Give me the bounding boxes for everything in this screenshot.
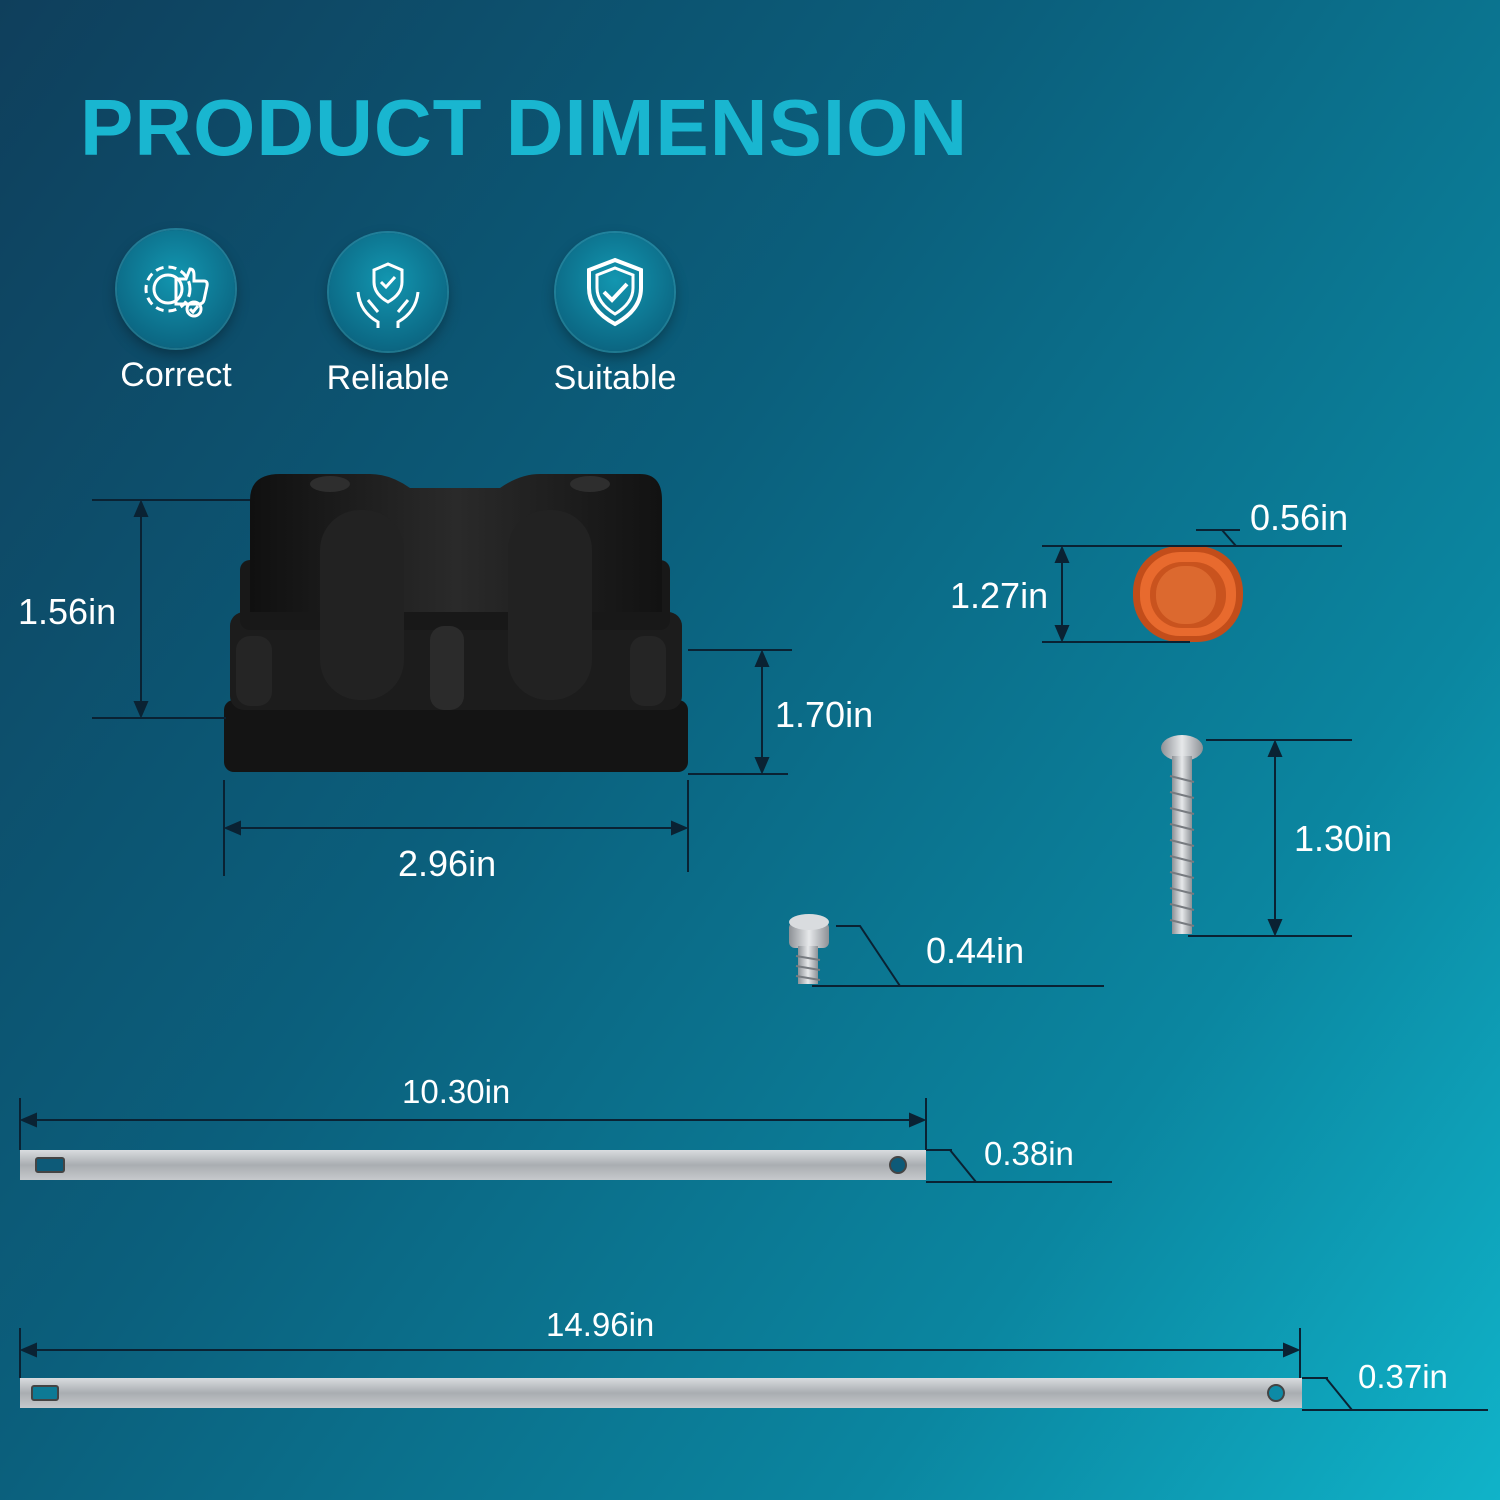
badge-correct: Correct	[86, 230, 266, 395]
box-height-label: 1.56in	[18, 591, 117, 632]
box-base-height-label: 1.70in	[775, 694, 874, 735]
bar1-width-label: 0.38in	[984, 1135, 1074, 1172]
badge-reliable: Reliable	[298, 233, 478, 398]
short-screw-dimension-lines	[812, 925, 1104, 987]
hands-shield-icon	[329, 233, 447, 351]
box-dimension-lines	[92, 499, 792, 876]
bar1-length-label: 10.30in	[402, 1073, 511, 1110]
bar2-width-label: 0.37in	[1358, 1358, 1448, 1395]
short-screw-image	[789, 914, 829, 984]
shield-check-icon	[556, 233, 674, 351]
badge-correct-label: Correct	[120, 356, 232, 394]
ring-height-label: 1.27in	[950, 575, 1049, 616]
metal-bar-long-image	[20, 1378, 1302, 1408]
housing-box-image	[224, 474, 688, 772]
badge-suitable-label: Suitable	[553, 359, 677, 397]
badge-reliable-label: Reliable	[326, 359, 450, 397]
ring-width-label: 0.56in	[1250, 497, 1349, 538]
bar2-dimension-lines	[19, 1328, 1488, 1411]
bar1-dimension-lines	[19, 1098, 1112, 1183]
long-screw-image	[1161, 735, 1203, 934]
long-screw-length-label: 1.30in	[1294, 818, 1393, 859]
box-width-label: 2.96in	[398, 843, 497, 884]
short-screw-length-label: 0.44in	[926, 930, 1025, 971]
long-screw-dimension-lines	[1188, 739, 1352, 937]
page-title: PRODUCT DIMENSION	[80, 83, 969, 172]
badge-suitable: Suitable	[525, 233, 705, 398]
metal-bar-short-image	[20, 1150, 926, 1180]
orange-ring-image	[1133, 546, 1243, 642]
ring-dimension-lines	[1042, 529, 1342, 643]
gear-thumbs-up-icon	[117, 230, 235, 348]
bar2-length-label: 14.96in	[546, 1306, 655, 1343]
